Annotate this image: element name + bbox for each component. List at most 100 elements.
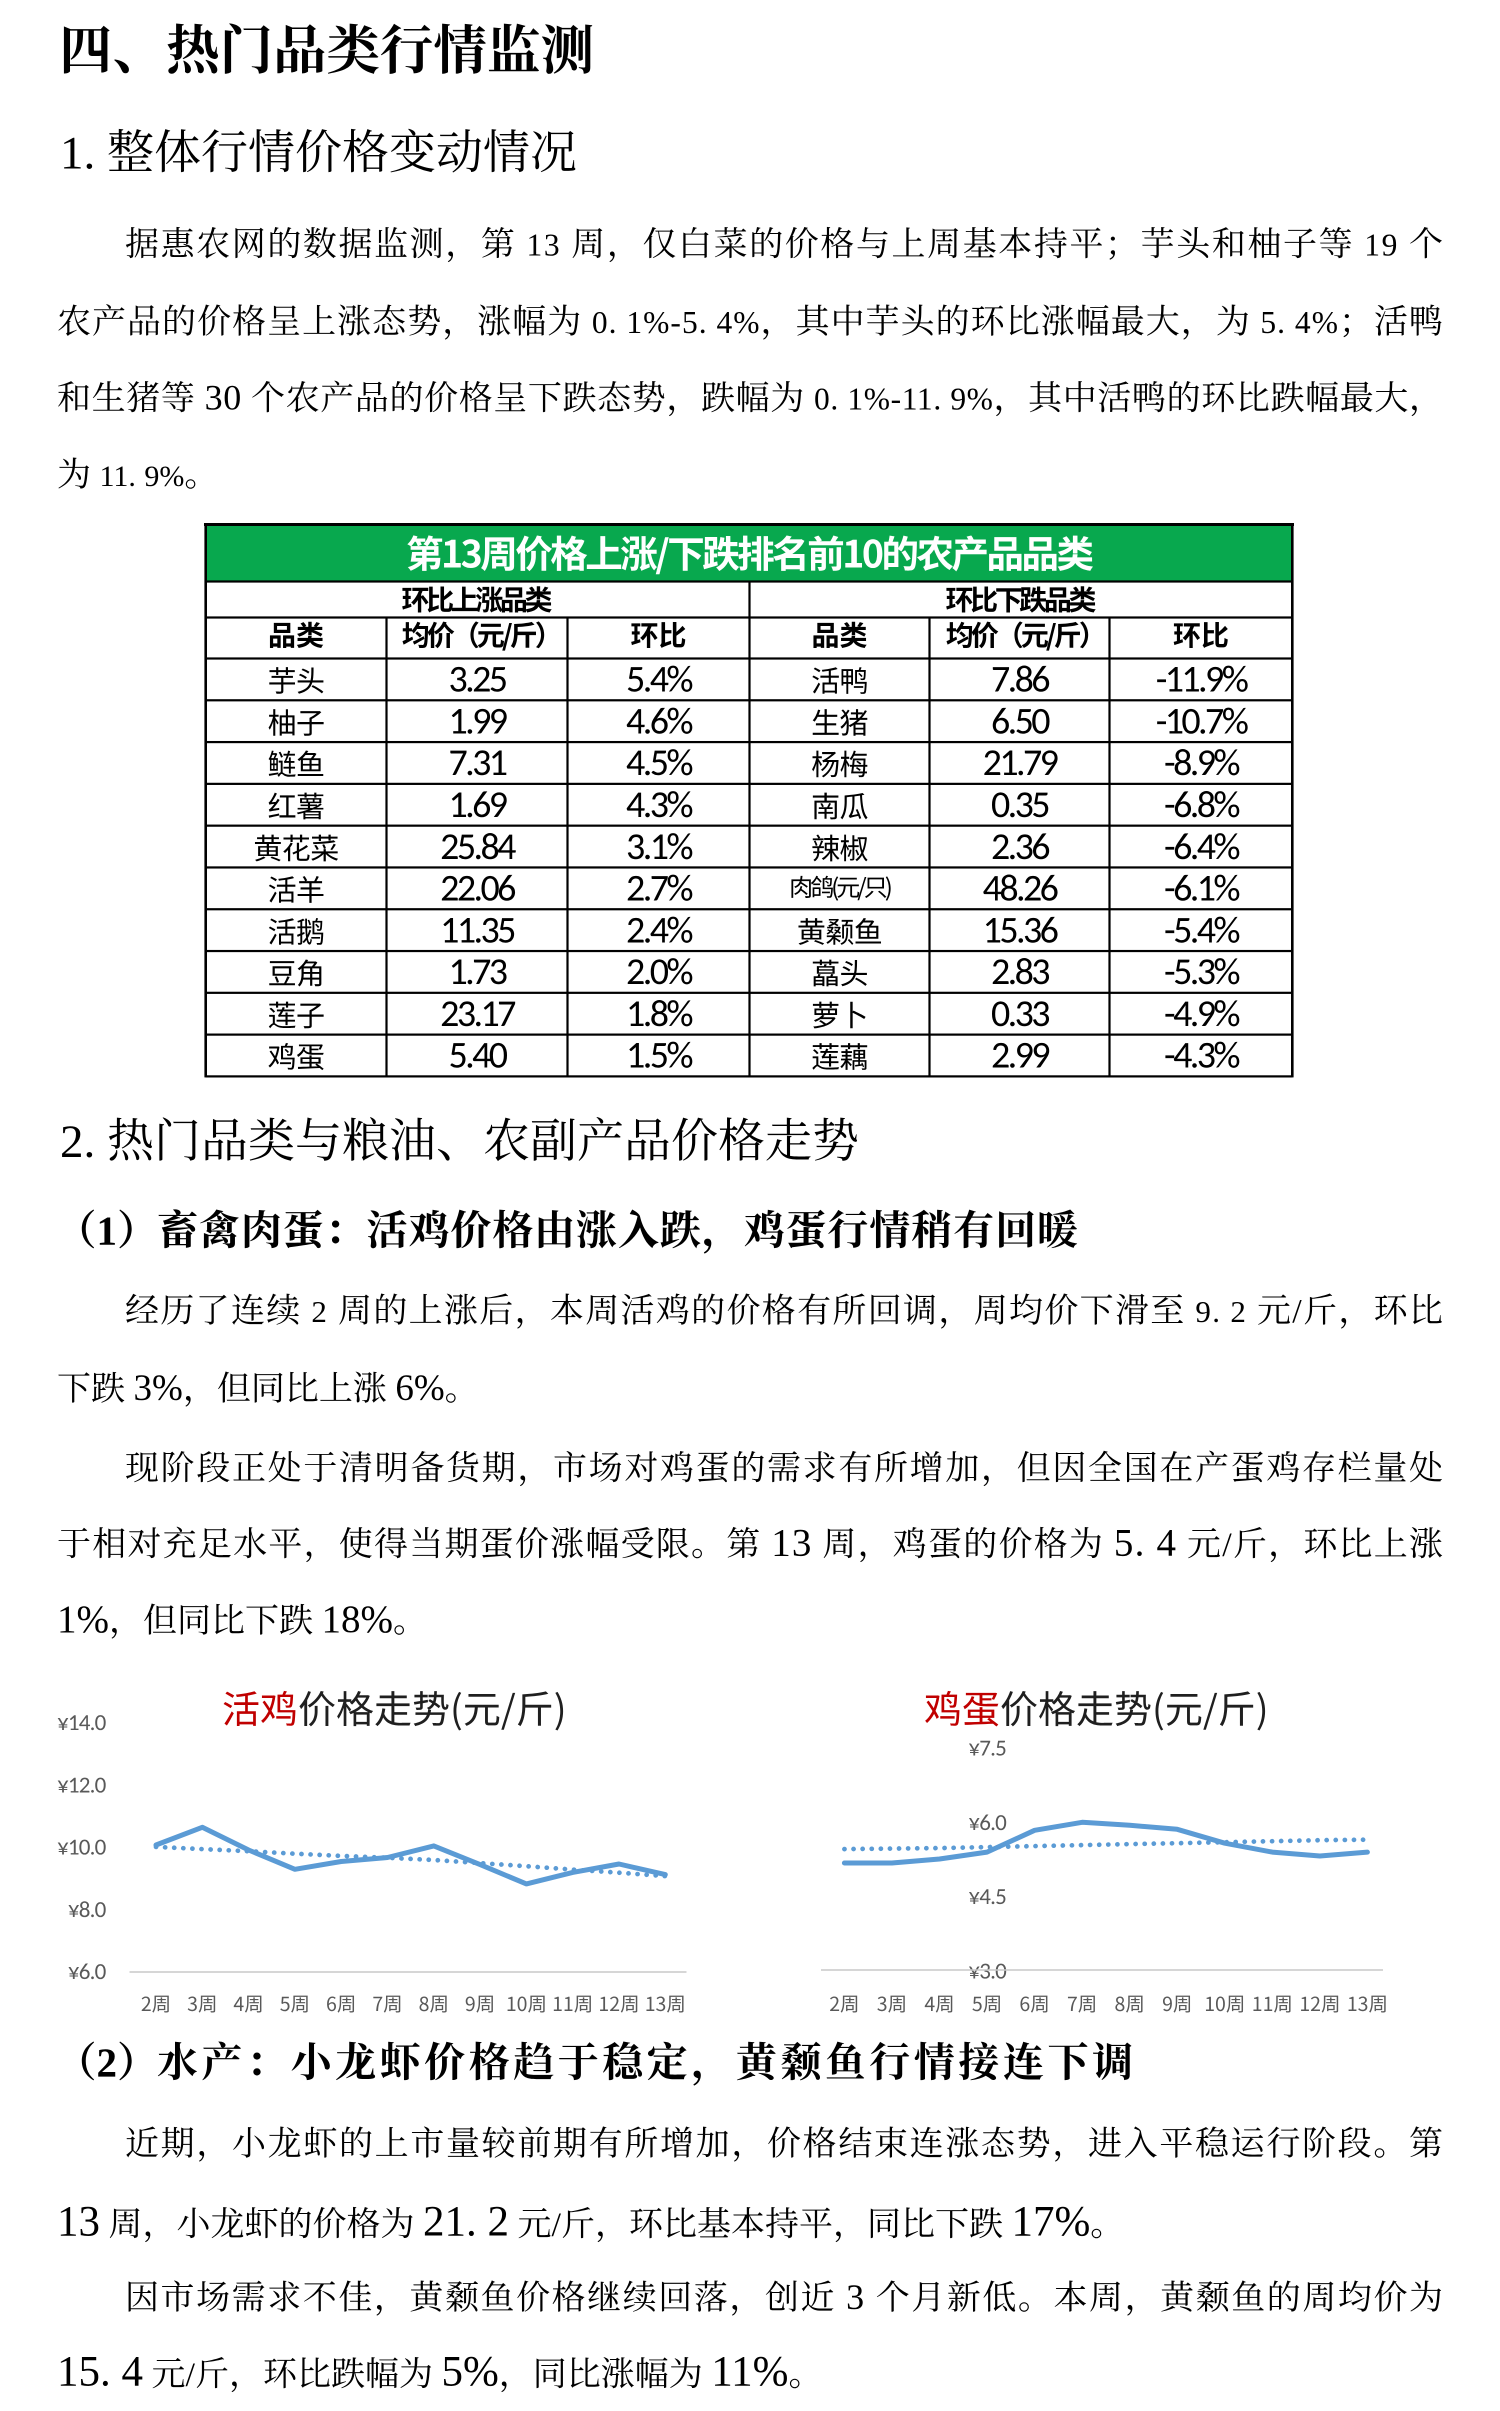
svg-text:黄花菜: 黄花菜: [253, 826, 338, 868]
svg-text:7周: 7周: [1067, 1988, 1097, 2017]
svg-text:7.86: 7.86: [991, 657, 1049, 703]
svg-text:柚子: 柚子: [268, 700, 325, 742]
svg-text:-11.9%: -11.9%: [1156, 657, 1248, 703]
svg-text:-4.3%: -4.3%: [1164, 1033, 1239, 1079]
svg-text:鸡蛋价格走势(元/斤): 鸡蛋价格走势(元/斤): [924, 1679, 1269, 1734]
svg-text:48.26: 48.26: [983, 866, 1058, 912]
svg-text:12周: 12周: [598, 1988, 639, 2017]
svg-text:0.35: 0.35: [991, 782, 1049, 828]
svg-text:1.8%: 1.8%: [626, 991, 692, 1037]
svg-text:肉鸽(元/只): 肉鸽(元/只): [789, 868, 891, 903]
svg-text:6周: 6周: [326, 1988, 356, 2017]
svg-text:3周: 3周: [187, 1988, 217, 2017]
svg-text:5周: 5周: [280, 1988, 310, 2017]
svg-text:近期，小龙虾的上市量较前期有所增加，价格结束连涨态势，进入平: 近期，小龙虾的上市量较前期有所增加，价格结束连涨态势，进入平稳运行阶段。第: [125, 2126, 1443, 2163]
svg-text:21.79: 21.79: [983, 740, 1058, 786]
svg-text:活鸡价格走势(元/斤): 活鸡价格走势(元/斤): [222, 1679, 567, 1734]
svg-text:1.73: 1.73: [449, 949, 507, 995]
svg-text:农产品的价格呈上涨态势，涨幅为 0. 1%-5. 4%，其中: 农产品的价格呈上涨态势，涨幅为 0. 1%-5. 4%，其中芋头的环比涨幅最大，…: [57, 304, 1443, 341]
svg-text:-5.3%: -5.3%: [1164, 949, 1239, 995]
svg-text:均价（元/斤）: 均价（元/斤）: [402, 615, 563, 655]
svg-text:-6.1%: -6.1%: [1164, 866, 1239, 912]
svg-text:品类: 品类: [811, 615, 867, 655]
svg-text:¥4.5: ¥4.5: [968, 1883, 1006, 1911]
svg-text:（2）: （2）: [56, 2040, 159, 2086]
svg-text:生猪: 生猪: [811, 700, 868, 742]
svg-text:¥12.0: ¥12.0: [57, 1771, 107, 1799]
svg-text:1%，但同比下跌 18%。: 1%，但同比下跌 18%。: [57, 1598, 427, 1641]
svg-text:2.4%: 2.4%: [626, 907, 692, 953]
svg-text:鲢鱼: 鲢鱼: [268, 742, 325, 784]
svg-text:1. 整体行情价格变动情况: 1. 整体行情价格变动情况: [60, 128, 577, 180]
svg-text:¥6.0: ¥6.0: [968, 1809, 1007, 1837]
svg-text:-10.7%: -10.7%: [1156, 698, 1248, 744]
svg-text:活鸭: 活鸭: [811, 659, 868, 701]
svg-text:4.3%: 4.3%: [626, 782, 692, 828]
svg-text:¥14.0: ¥14.0: [57, 1709, 107, 1737]
svg-text:为 11. 9%。: 为 11. 9%。: [57, 457, 218, 494]
svg-text:8周: 8周: [1115, 1988, 1145, 2017]
svg-text:因市场需求不佳，黄颡鱼价格继续回落，创近 3 个月新低。本周: 因市场需求不佳，黄颡鱼价格继续回落，创近 3 个月新低。本周，黄颡鱼的周均价为: [125, 2277, 1443, 2317]
svg-text:¥8.0: ¥8.0: [68, 1896, 107, 1924]
svg-text:第13周价格上涨/下跌排名前10的农产品品类: 第13周价格上涨/下跌排名前10的农产品品类: [406, 524, 1094, 579]
svg-text:据惠农网的数据监测，第 13 周，仅白菜的价格与上周基本持平: 据惠农网的数据监测，第 13 周，仅白菜的价格与上周基本持平；芋头和柚子等 19…: [125, 227, 1443, 264]
svg-text:11.35: 11.35: [440, 907, 515, 953]
svg-text:13 周，小龙虾的价格为 21. 2 元/斤，环比基本持平，: 13 周，小龙虾的价格为 21. 2 元/斤，环比基本持平，同比下跌 17%。: [57, 2199, 1124, 2246]
svg-text:-6.4%: -6.4%: [1164, 824, 1239, 870]
svg-text:经历了连续 2 周的上涨后，本周活鸡的价格有所回调，周均价下: 经历了连续 2 周的上涨后，本周活鸡的价格有所回调，周均价下滑至 9. 2 元/…: [125, 1293, 1443, 1330]
svg-text:1.5%: 1.5%: [626, 1033, 692, 1079]
svg-text:5.40: 5.40: [449, 1033, 508, 1079]
svg-text:2.36: 2.36: [991, 824, 1049, 870]
svg-text:莲藕: 莲藕: [811, 1035, 868, 1077]
svg-text:2周: 2周: [141, 1988, 171, 2017]
svg-text:11周: 11周: [1252, 1988, 1293, 2017]
svg-text:-6.8%: -6.8%: [1164, 782, 1239, 828]
svg-text:藠头: 藠头: [811, 951, 868, 993]
svg-text:环比: 环比: [630, 615, 686, 655]
svg-text:豆角: 豆角: [268, 951, 325, 993]
svg-text:品类: 品类: [268, 615, 324, 655]
svg-text:水产：小龙虾价格趋于稳定，黄颡鱼行情接连下调: 水产：小龙虾价格趋于稳定，黄颡鱼行情接连下调: [157, 2040, 1133, 2087]
svg-text:13周: 13周: [1347, 1988, 1388, 2017]
svg-text:2.99: 2.99: [991, 1033, 1049, 1079]
svg-text:黄颡鱼: 黄颡鱼: [797, 909, 882, 951]
svg-text:13周: 13周: [645, 1988, 686, 2017]
svg-text:7.31: 7.31: [449, 740, 507, 786]
svg-text:15.36: 15.36: [983, 907, 1058, 953]
svg-text:4周: 4周: [924, 1988, 954, 2017]
svg-text:杨梅: 杨梅: [811, 742, 868, 784]
svg-text:11周: 11周: [552, 1988, 593, 2017]
svg-text:4.5%: 4.5%: [626, 740, 692, 786]
svg-text:环比下跌品类: 环比下跌品类: [946, 579, 1097, 619]
svg-text:9周: 9周: [1162, 1988, 1192, 2017]
svg-text:25.84: 25.84: [440, 824, 516, 870]
svg-text:3.1%: 3.1%: [626, 824, 692, 870]
svg-text:2. 热门品类与粮油、农副产品价格走势: 2. 热门品类与粮油、农副产品价格走势: [60, 1116, 859, 1168]
svg-text:2.0%: 2.0%: [626, 949, 692, 995]
svg-text:芋头: 芋头: [268, 659, 325, 701]
svg-text:7周: 7周: [372, 1988, 402, 2017]
svg-text:-8.9%: -8.9%: [1164, 740, 1239, 786]
svg-text:1.99: 1.99: [449, 698, 507, 744]
svg-text:均价（元/斤）: 均价（元/斤）: [946, 615, 1107, 655]
svg-text:4周: 4周: [233, 1988, 263, 2017]
svg-text:畜禽肉蛋：活鸡价格由涨入跌，鸡蛋行情稍有回暖: 畜禽肉蛋：活鸡价格由涨入跌，鸡蛋行情稍有回暖: [157, 1208, 1078, 1255]
svg-text:¥6.0: ¥6.0: [68, 1958, 107, 1986]
svg-text:0.33: 0.33: [991, 991, 1049, 1037]
svg-text:6周: 6周: [1019, 1988, 1049, 2017]
svg-text:23.17: 23.17: [440, 991, 516, 1037]
svg-text:3.25: 3.25: [449, 657, 507, 703]
svg-text:活羊: 活羊: [268, 868, 325, 910]
svg-text:于相对充足水平，使得当期蛋价涨幅受限。第 13 周，鸡蛋的价: 于相对充足水平，使得当期蛋价涨幅受限。第 13 周，鸡蛋的价格为 5. 4 元/…: [57, 1522, 1443, 1565]
svg-text:10周: 10周: [506, 1988, 547, 2017]
svg-text:22.06: 22.06: [440, 866, 515, 912]
svg-text:鸡蛋: 鸡蛋: [268, 1035, 325, 1077]
svg-text:莲子: 莲子: [268, 993, 325, 1035]
svg-text:南瓜: 南瓜: [811, 784, 868, 826]
svg-text:12周: 12周: [1299, 1988, 1340, 2017]
svg-text:8周: 8周: [419, 1988, 449, 2017]
svg-text:6.50: 6.50: [991, 698, 1050, 744]
svg-text:10周: 10周: [1204, 1988, 1245, 2017]
svg-text:5周: 5周: [972, 1988, 1002, 2017]
svg-text:辣椒: 辣椒: [811, 826, 868, 868]
